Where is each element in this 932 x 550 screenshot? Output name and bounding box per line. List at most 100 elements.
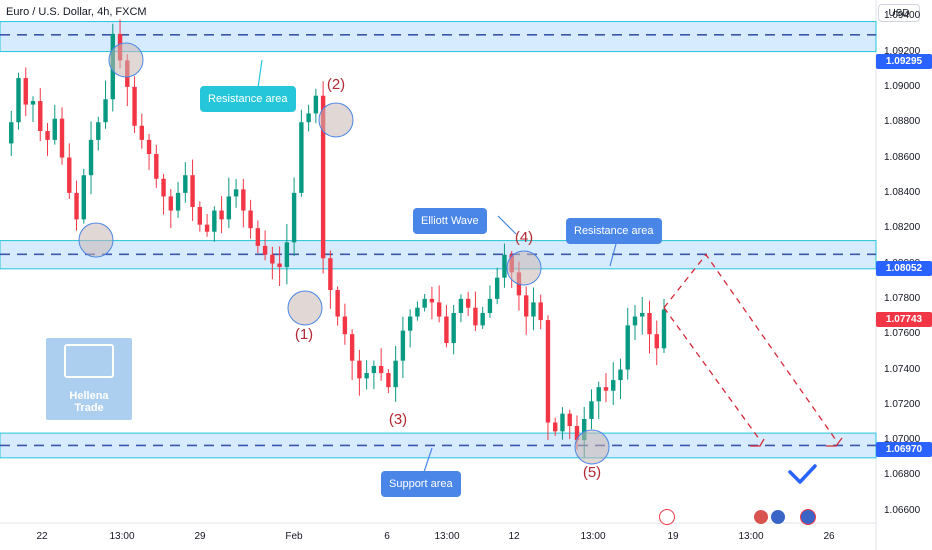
candle-body: [502, 254, 507, 278]
wave-label-2: (2): [326, 76, 346, 93]
candle-body: [640, 312, 645, 317]
candle-body: [277, 263, 282, 268]
candle-body: [625, 325, 630, 370]
candle-body: [582, 418, 587, 441]
x-tick-label: 13:00: [109, 531, 135, 542]
candle-body: [567, 413, 572, 427]
candle-body: [487, 298, 493, 313]
candle-body: [168, 196, 174, 211]
zone-band: [0, 432, 877, 459]
candle-body: [38, 101, 43, 132]
candle-body: [204, 224, 210, 232]
y-tick-label: 1.06800: [884, 469, 921, 481]
candle-body: [386, 373, 391, 388]
candle-body: [139, 125, 145, 140]
candle-body: [59, 118, 65, 158]
wave-label-4: (4): [514, 229, 534, 246]
eu-flag-event-icon[interactable]: [800, 509, 816, 525]
candle-body: [480, 312, 485, 326]
currency-button[interactable]: USD: [878, 4, 920, 22]
candle-body: [248, 210, 253, 229]
candle-body: [342, 316, 348, 335]
candle-body: [146, 139, 152, 155]
x-tick-label: 29: [194, 531, 206, 542]
y-tick-label: 1.08600: [884, 151, 921, 163]
candle-body: [306, 113, 311, 123]
candle-body: [241, 189, 246, 211]
logo-line-1: Hellena: [69, 390, 109, 402]
candle-body: [589, 401, 594, 419]
candle-body: [335, 290, 340, 317]
zone-band: [0, 240, 877, 270]
chart-title: Euro / U.S. Dollar, 4h, FXCM: [6, 6, 147, 18]
candle-body: [393, 360, 398, 388]
x-tick-label: 6: [384, 531, 390, 542]
candle-body: [9, 122, 14, 144]
candle-body: [233, 189, 239, 197]
candle-body: [451, 312, 456, 344]
candle-body: [596, 387, 601, 402]
y-tick-label: 1.09200: [884, 45, 921, 57]
price-badge-resistance-top: 1.09295: [876, 54, 932, 69]
candle-body: [284, 242, 290, 268]
y-tick-label: 1.07200: [884, 398, 921, 410]
y-tick-label: 1.07600: [884, 328, 921, 340]
callout-pointer: [257, 59, 263, 89]
candle-body: [67, 157, 72, 193]
candle-body: [364, 373, 369, 379]
candle-body: [349, 334, 355, 361]
y-tick-label: 1.08200: [884, 222, 921, 234]
wave-label-3: (3): [388, 411, 408, 428]
resistance-top-callout: Resistance area: [200, 86, 296, 112]
lightning-event-icon[interactable]: [659, 509, 675, 525]
wave-label-1: (1): [294, 326, 314, 343]
candle-body: [320, 95, 326, 259]
candle-body: [523, 295, 529, 317]
candle-body: [603, 387, 609, 391]
projection-arrowhead: [826, 437, 843, 447]
monitor-chart-icon: [64, 344, 114, 378]
y-tick-label: 1.07400: [884, 363, 921, 375]
eu-flag-event-icon[interactable]: [770, 509, 786, 525]
elliott-wave-callout: Elliott Wave: [413, 208, 487, 234]
x-tick-label: Feb: [285, 531, 303, 542]
y-tick-label: 1.08800: [884, 116, 921, 128]
candle-body: [531, 302, 536, 317]
price-badge-support: 1.06970: [876, 442, 932, 457]
x-tick-label: 13:00: [580, 531, 606, 542]
candle-body: [444, 316, 449, 344]
y-tick-label: 1.06600: [884, 504, 921, 516]
candle-body: [52, 118, 57, 140]
candle-body: [313, 95, 319, 114]
candle-body: [611, 380, 616, 391]
candle-body: [378, 365, 384, 374]
candle-body: [436, 302, 442, 317]
us-flag-event-icon[interactable]: [753, 509, 769, 525]
checkmark-icon: [788, 464, 817, 484]
candle-body: [553, 422, 558, 432]
candle-body: [574, 426, 580, 441]
candle-body: [328, 258, 333, 291]
candle-body: [219, 210, 224, 220]
candle-body: [654, 334, 659, 349]
candle-body: [560, 413, 565, 432]
callout-pointer: [497, 215, 517, 235]
wave-4-circle: [506, 250, 542, 286]
candle-body: [197, 207, 203, 225]
x-tick-label: 13:00: [738, 531, 764, 542]
candle-body: [357, 360, 362, 379]
x-tick-label: 19: [667, 531, 679, 542]
candle-body: [30, 101, 36, 105]
y-tick-label: 1.08400: [884, 186, 921, 198]
y-tick-label: 1.09400: [884, 10, 921, 22]
candle-body: [415, 307, 420, 317]
candle-body: [16, 78, 21, 123]
swing-low-circle: [78, 222, 114, 258]
candle-body: [371, 365, 377, 374]
candle-body: [88, 139, 94, 176]
candle-body: [299, 122, 304, 193]
zone-band: [0, 21, 877, 53]
candle-body: [407, 316, 413, 331]
